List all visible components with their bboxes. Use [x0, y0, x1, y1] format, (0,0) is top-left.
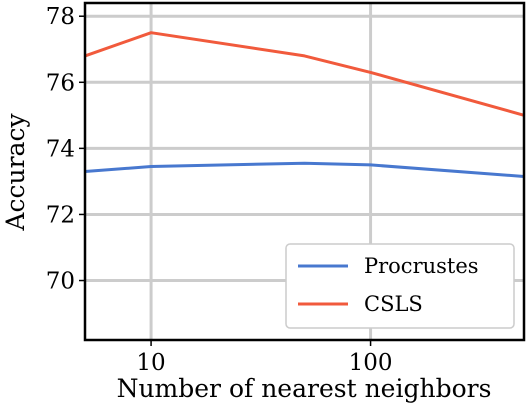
y-tick-label: 78 [46, 4, 75, 30]
series-layer [84, 31, 525, 178]
plot-frame [83, 1, 526, 342]
y-tick-label: 70 [46, 269, 75, 295]
y-tick-label: 72 [46, 202, 75, 228]
x-axis-label: Number of nearest neighbors [117, 374, 492, 403]
series-line-procrustes [84, 161, 525, 178]
x-tick-label: 10 [136, 350, 165, 376]
ticks: 10 100 70 72 74 76 78 [46, 4, 393, 376]
y-tick-label: 74 [46, 136, 75, 162]
legend-label-csls: CSLS [364, 292, 423, 316]
x-tick-label: 100 [349, 350, 393, 376]
series-line-csls [84, 31, 525, 117]
legend-label-procrustes: Procrustes [364, 254, 479, 278]
y-tick-label: 76 [46, 70, 75, 96]
y-axis-label: Accuracy [1, 113, 30, 232]
legend: Procrustes CSLS [285, 243, 515, 329]
